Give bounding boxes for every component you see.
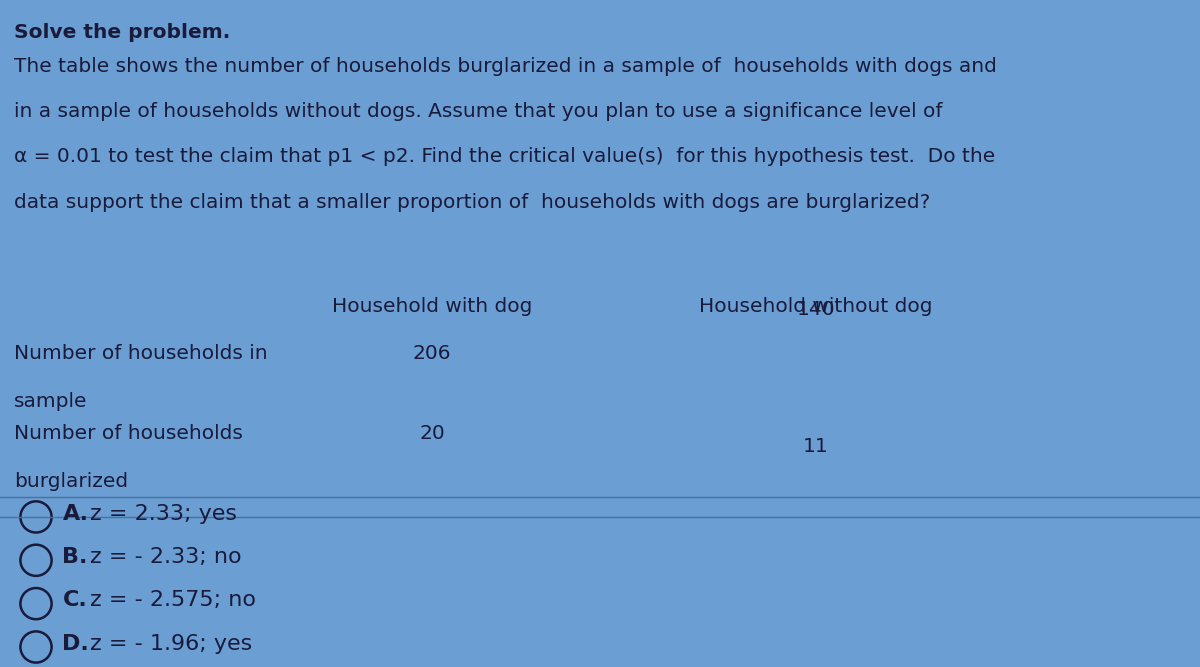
- Text: Number of households in: Number of households in: [14, 344, 268, 362]
- Text: Solve the problem.: Solve the problem.: [14, 23, 230, 42]
- Text: in a sample of households without dogs. Assume that you plan to use a significan: in a sample of households without dogs. …: [14, 102, 943, 121]
- Text: burglarized: burglarized: [14, 472, 128, 490]
- Text: Number of households: Number of households: [14, 424, 244, 442]
- Text: B.: B.: [62, 547, 88, 567]
- Text: 20: 20: [419, 424, 445, 442]
- Text: z = 2.33; yes: z = 2.33; yes: [90, 504, 238, 524]
- Text: z = - 1.96; yes: z = - 1.96; yes: [90, 634, 252, 654]
- Text: The table shows the number of households burglarized in a sample of  households : The table shows the number of households…: [14, 57, 997, 75]
- Text: z = - 2.575; no: z = - 2.575; no: [90, 590, 256, 610]
- Text: A.: A.: [62, 504, 89, 524]
- Text: Household without dog: Household without dog: [700, 297, 932, 315]
- Text: 206: 206: [413, 344, 451, 362]
- Text: D.: D.: [62, 634, 89, 654]
- Text: data support the claim that a smaller proportion of  households with dogs are bu: data support the claim that a smaller pr…: [14, 193, 931, 211]
- Text: z = - 2.33; no: z = - 2.33; no: [90, 547, 241, 567]
- Text: sample: sample: [14, 392, 88, 410]
- Text: 11: 11: [803, 437, 829, 456]
- Text: Household with dog: Household with dog: [332, 297, 532, 315]
- Text: C.: C.: [62, 590, 88, 610]
- Text: α = 0.01 to test the claim that p1 < p2. Find the critical value(s)  for this hy: α = 0.01 to test the claim that p1 < p2.…: [14, 147, 996, 166]
- Text: 140: 140: [797, 300, 835, 319]
